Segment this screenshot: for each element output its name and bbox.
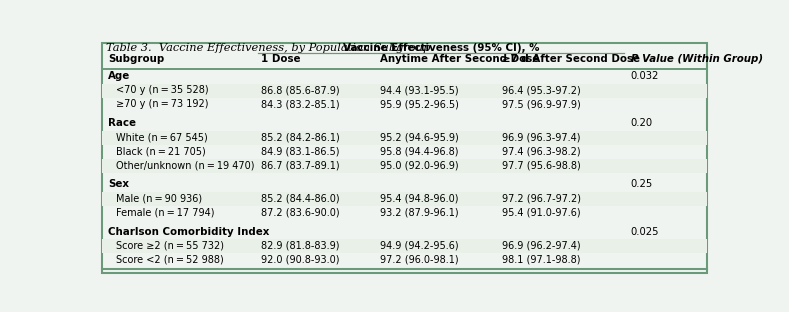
Text: 85.2 (84.4-86.0): 85.2 (84.4-86.0) (260, 193, 339, 203)
Text: 96.4 (95.3-97.2): 96.4 (95.3-97.2) (502, 85, 581, 95)
Text: 94.9 (94.2-95.6): 94.9 (94.2-95.6) (380, 241, 458, 251)
FancyBboxPatch shape (102, 131, 707, 145)
Text: Other/unknown (n = 19 470): Other/unknown (n = 19 470) (116, 160, 254, 170)
Text: 86.7 (83.7-89.1): 86.7 (83.7-89.1) (260, 160, 339, 170)
Text: Subgroup: Subgroup (108, 54, 164, 64)
FancyBboxPatch shape (102, 192, 707, 206)
Text: ≥7 d After Second Dose: ≥7 d After Second Dose (502, 54, 640, 64)
Text: Black (n = 21 705): Black (n = 21 705) (116, 146, 205, 156)
Text: 95.9 (95.2-96.5): 95.9 (95.2-96.5) (380, 99, 458, 109)
Text: 95.0 (92.0-96.9): 95.0 (92.0-96.9) (380, 160, 458, 170)
Text: 94.4 (93.1-95.5): 94.4 (93.1-95.5) (380, 85, 458, 95)
FancyBboxPatch shape (102, 239, 707, 253)
Text: 97.7 (95.6-98.8): 97.7 (95.6-98.8) (502, 160, 581, 170)
Text: Score ≥2 (n = 55 732): Score ≥2 (n = 55 732) (116, 241, 224, 251)
FancyBboxPatch shape (102, 84, 707, 98)
Text: 0.25: 0.25 (630, 179, 653, 189)
FancyBboxPatch shape (102, 159, 707, 173)
Text: ≥70 y (n = 73 192): ≥70 y (n = 73 192) (116, 99, 208, 109)
Text: 97.4 (96.3-98.2): 97.4 (96.3-98.2) (502, 146, 581, 156)
Text: Female (n = 17 794): Female (n = 17 794) (116, 207, 215, 217)
Text: Score <2 (n = 52 988): Score <2 (n = 52 988) (116, 254, 223, 264)
Text: 95.8 (94.4-96.8): 95.8 (94.4-96.8) (380, 146, 458, 156)
Text: Age: Age (108, 71, 130, 81)
Text: 85.2 (84.2-86.1): 85.2 (84.2-86.1) (260, 132, 339, 142)
Text: Sex: Sex (108, 179, 129, 189)
Text: 97.2 (96.7-97.2): 97.2 (96.7-97.2) (502, 193, 581, 203)
Text: 1 Dose: 1 Dose (260, 54, 300, 64)
Text: Table 3.  Vaccine Effectiveness, by Population Subgroup: Table 3. Vaccine Effectiveness, by Popul… (106, 43, 430, 53)
Text: 87.2 (83.6-90.0): 87.2 (83.6-90.0) (260, 207, 339, 217)
Text: 93.2 (87.9-96.1): 93.2 (87.9-96.1) (380, 207, 458, 217)
Text: 0.025: 0.025 (630, 227, 659, 236)
Text: 92.0 (90.8-93.0): 92.0 (90.8-93.0) (260, 254, 339, 264)
Text: 84.3 (83.2-85.1): 84.3 (83.2-85.1) (260, 99, 339, 109)
Text: Anytime After Second Dose: Anytime After Second Dose (380, 54, 539, 64)
Text: <70 y (n = 35 528): <70 y (n = 35 528) (116, 85, 208, 95)
Text: White (n = 67 545): White (n = 67 545) (116, 132, 208, 142)
Text: 86.8 (85.6-87.9): 86.8 (85.6-87.9) (260, 85, 339, 95)
Text: Race: Race (108, 118, 136, 129)
Text: 95.4 (94.8-96.0): 95.4 (94.8-96.0) (380, 193, 458, 203)
Text: 0.032: 0.032 (630, 71, 659, 81)
Text: P Value (Within Group): P Value (Within Group) (630, 54, 763, 64)
Text: Vaccine Effectiveness (95% CI), %: Vaccine Effectiveness (95% CI), % (342, 43, 540, 53)
Text: Male (n = 90 936): Male (n = 90 936) (116, 193, 202, 203)
Text: 95.4 (91.0-97.6): 95.4 (91.0-97.6) (502, 207, 581, 217)
Text: 96.9 (96.3-97.4): 96.9 (96.3-97.4) (502, 132, 581, 142)
Text: 84.9 (83.1-86.5): 84.9 (83.1-86.5) (260, 146, 339, 156)
Text: 97.2 (96.0-98.1): 97.2 (96.0-98.1) (380, 254, 458, 264)
Text: Charlson Comorbidity Index: Charlson Comorbidity Index (108, 227, 269, 236)
Text: 0.20: 0.20 (630, 118, 653, 129)
Text: 98.1 (97.1-98.8): 98.1 (97.1-98.8) (502, 254, 581, 264)
Text: 97.5 (96.9-97.9): 97.5 (96.9-97.9) (502, 99, 581, 109)
Text: 82.9 (81.8-83.9): 82.9 (81.8-83.9) (260, 241, 339, 251)
Text: 95.2 (94.6-95.9): 95.2 (94.6-95.9) (380, 132, 458, 142)
Text: 96.9 (96.2-97.4): 96.9 (96.2-97.4) (502, 241, 581, 251)
